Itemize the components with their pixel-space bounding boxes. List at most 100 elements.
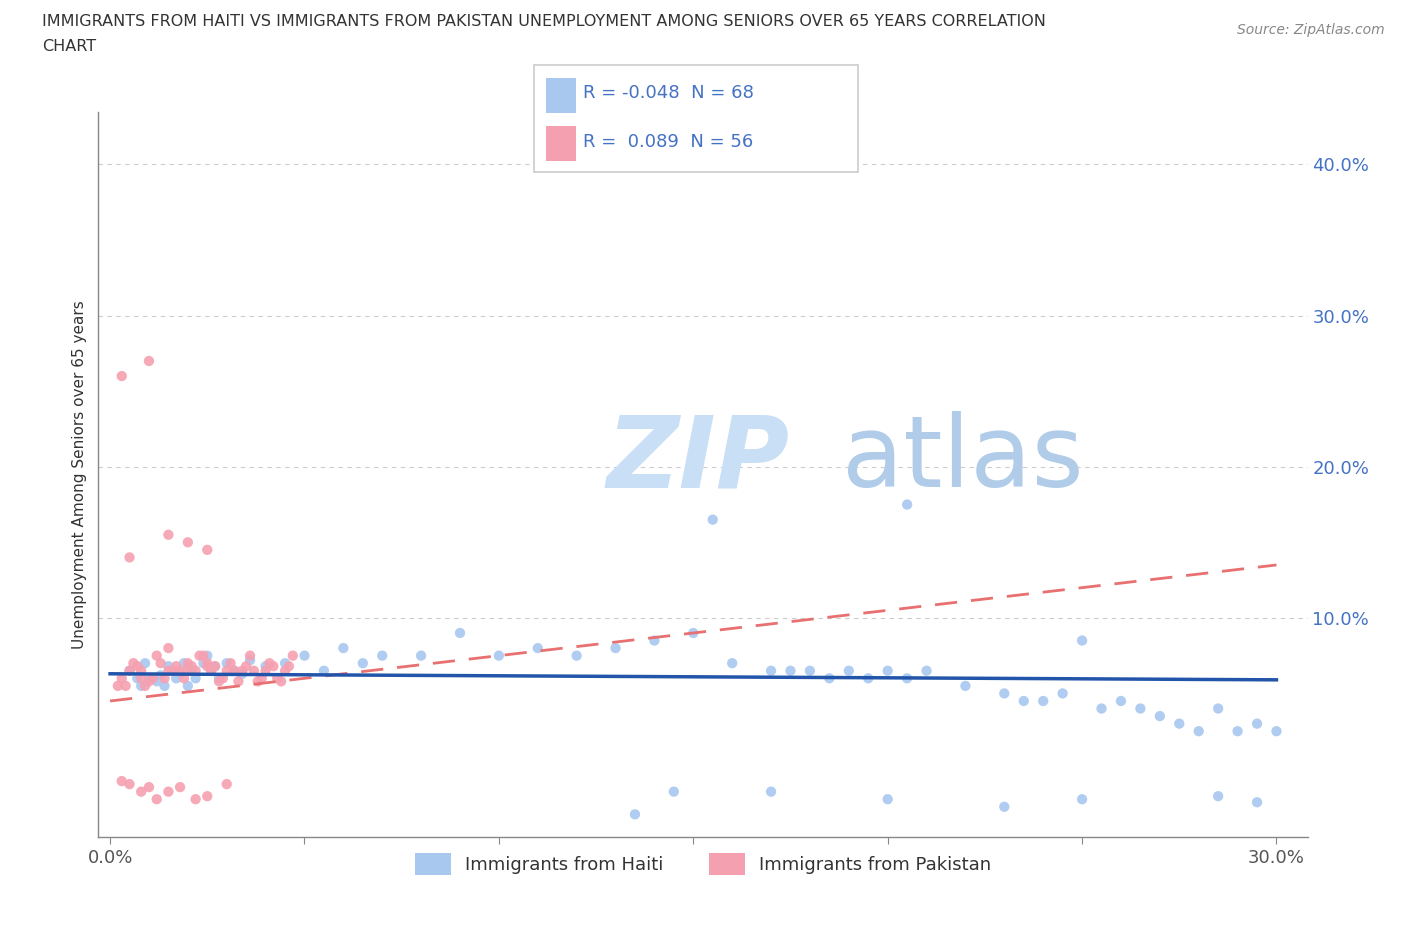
- Point: [180, 663, 202, 678]
- Point: [1090, 701, 1112, 716]
- Point: [1071, 791, 1094, 806]
- Text: atlas: atlas: [842, 411, 1084, 509]
- Point: [153, 671, 176, 685]
- Point: [876, 791, 898, 806]
- Point: [169, 666, 191, 681]
- Point: [162, 663, 184, 678]
- Text: IMMIGRANTS FROM HAITI VS IMMIGRANTS FROM PAKISTAN UNEMPLOYMENT AMONG SENIORS OVE: IMMIGRANTS FROM HAITI VS IMMIGRANTS FROM…: [42, 14, 1046, 29]
- Point: [250, 671, 273, 685]
- Point: [127, 671, 149, 685]
- Point: [157, 658, 180, 673]
- Point: [215, 656, 238, 671]
- Point: [180, 658, 202, 673]
- Point: [107, 679, 129, 694]
- Point: [231, 663, 253, 678]
- Point: [208, 671, 231, 685]
- Point: [1246, 795, 1268, 810]
- Legend: Immigrants from Haiti, Immigrants from Pakistan: Immigrants from Haiti, Immigrants from P…: [408, 846, 998, 883]
- Point: [224, 663, 246, 678]
- Point: [526, 641, 548, 656]
- Point: [262, 658, 284, 673]
- Point: [896, 498, 918, 512]
- Point: [799, 663, 821, 678]
- Point: [605, 641, 627, 656]
- Point: [488, 648, 510, 663]
- Point: [1246, 716, 1268, 731]
- Point: [239, 653, 262, 668]
- Point: [1071, 633, 1094, 648]
- Point: [193, 648, 215, 663]
- Point: [169, 779, 191, 794]
- Point: [165, 658, 187, 673]
- Point: [184, 791, 207, 806]
- Point: [114, 679, 136, 694]
- Point: [565, 648, 588, 663]
- Point: [204, 658, 226, 673]
- Point: [129, 671, 152, 685]
- Point: [142, 671, 165, 685]
- Point: [231, 666, 253, 681]
- Point: [204, 658, 226, 673]
- Point: [858, 671, 880, 685]
- Point: [127, 658, 149, 673]
- Point: [215, 663, 238, 678]
- Point: [759, 784, 782, 799]
- Point: [195, 648, 218, 663]
- Point: [153, 679, 176, 694]
- Point: [195, 658, 218, 673]
- Point: [118, 777, 141, 791]
- Point: [157, 641, 180, 656]
- Point: [211, 671, 233, 685]
- Point: [138, 671, 160, 685]
- Point: [277, 658, 299, 673]
- Point: [274, 663, 297, 678]
- Point: [702, 512, 724, 527]
- Point: [195, 656, 218, 671]
- Point: [1168, 716, 1191, 731]
- Point: [129, 679, 152, 694]
- Point: [134, 679, 156, 694]
- Point: [993, 686, 1015, 701]
- Point: [111, 671, 134, 685]
- Point: [195, 542, 218, 557]
- Text: Source: ZipAtlas.com: Source: ZipAtlas.com: [1237, 23, 1385, 37]
- Point: [177, 656, 200, 671]
- Point: [138, 353, 160, 368]
- Point: [149, 656, 172, 671]
- Point: [122, 656, 145, 671]
- Point: [129, 663, 152, 678]
- Point: [643, 633, 665, 648]
- Point: [195, 789, 218, 804]
- Point: [411, 648, 433, 663]
- Point: [254, 663, 277, 678]
- Point: [200, 663, 222, 678]
- Point: [118, 663, 141, 678]
- Point: [184, 663, 207, 678]
- Point: [177, 663, 200, 678]
- Point: [149, 668, 172, 683]
- Point: [312, 663, 335, 678]
- Point: [993, 800, 1015, 815]
- Point: [239, 648, 262, 663]
- Point: [118, 663, 141, 678]
- Point: [838, 663, 860, 678]
- Point: [173, 671, 195, 685]
- Point: [1052, 686, 1074, 701]
- Point: [449, 626, 471, 641]
- Point: [662, 784, 685, 799]
- Point: [215, 777, 238, 791]
- Point: [1206, 789, 1229, 804]
- Point: [177, 679, 200, 694]
- Point: [138, 779, 160, 794]
- Point: [224, 663, 246, 678]
- Point: [818, 671, 841, 685]
- Point: [145, 648, 167, 663]
- Point: [1206, 701, 1229, 716]
- Point: [779, 663, 801, 678]
- Point: [165, 671, 187, 685]
- Point: [173, 656, 195, 671]
- Point: [111, 368, 134, 383]
- Point: [274, 656, 297, 671]
- Point: [896, 671, 918, 685]
- Point: [228, 674, 250, 689]
